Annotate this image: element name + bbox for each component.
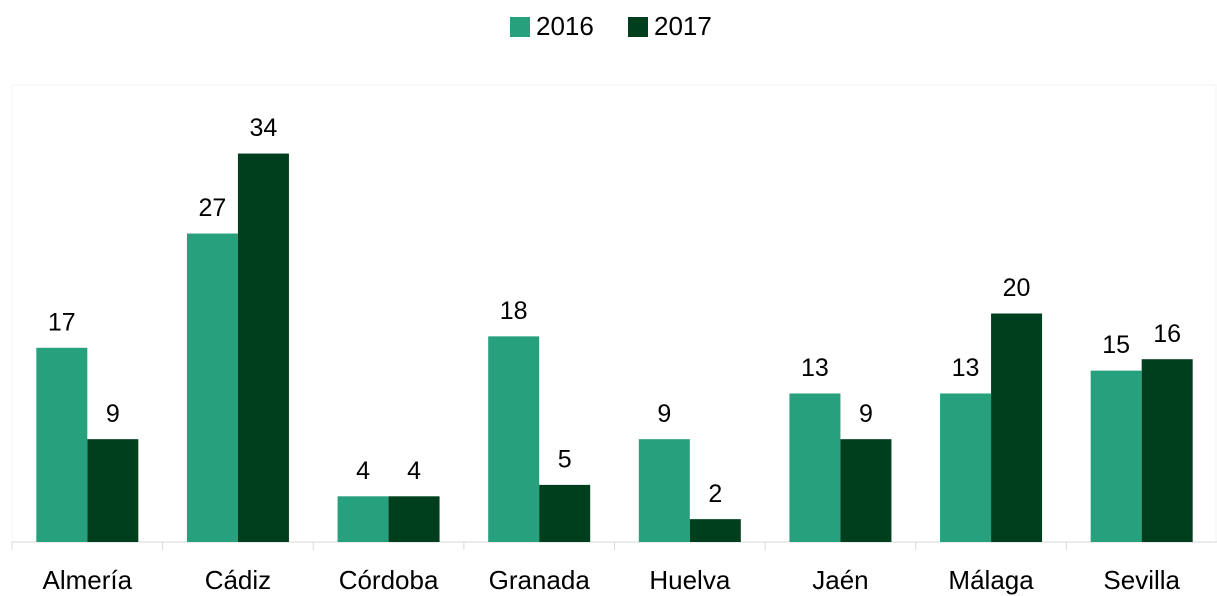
bar [186, 233, 238, 542]
bar [940, 393, 992, 542]
legend-label: 2017 [654, 11, 712, 41]
x-tick-label: Huelva [649, 565, 730, 595]
legend-swatch [628, 17, 648, 37]
x-tick-label: Córdoba [339, 565, 439, 595]
data-label: 18 [500, 297, 528, 325]
bar [388, 496, 440, 542]
bar [337, 496, 389, 542]
data-label: 27 [199, 194, 227, 222]
data-label: 9 [657, 400, 671, 428]
x-tick-label: Sevilla [1103, 565, 1180, 595]
x-tick-label: Almería [43, 565, 133, 595]
bar [789, 393, 841, 542]
data-label: 17 [48, 308, 76, 336]
data-label: 9 [106, 400, 120, 428]
data-label: 4 [407, 457, 421, 485]
legend-label: 2016 [536, 11, 594, 41]
data-label: 34 [250, 114, 278, 142]
x-tick-label: Cádiz [205, 565, 271, 595]
data-label: 20 [1003, 274, 1031, 302]
data-label: 13 [952, 354, 980, 382]
data-label: 4 [356, 457, 370, 485]
bar [1141, 359, 1193, 542]
bar [539, 484, 591, 542]
bar [237, 153, 289, 543]
data-label: 16 [1153, 320, 1181, 348]
data-label: 13 [801, 354, 829, 382]
bar [840, 439, 892, 542]
data-label: 5 [558, 445, 572, 473]
x-tick-label: Granada [489, 565, 591, 595]
bar [991, 313, 1043, 542]
bar [638, 439, 690, 542]
bar [87, 439, 139, 542]
legend-swatch [510, 17, 530, 37]
bar [36, 347, 88, 542]
bar [488, 336, 540, 542]
data-label: 9 [859, 400, 873, 428]
data-label: 15 [1102, 331, 1130, 359]
x-tick-label: Málaga [948, 565, 1034, 595]
bar [689, 519, 741, 542]
x-tick-label: Jaén [812, 565, 868, 595]
bar [1090, 370, 1142, 542]
data-label: 2 [708, 480, 722, 508]
